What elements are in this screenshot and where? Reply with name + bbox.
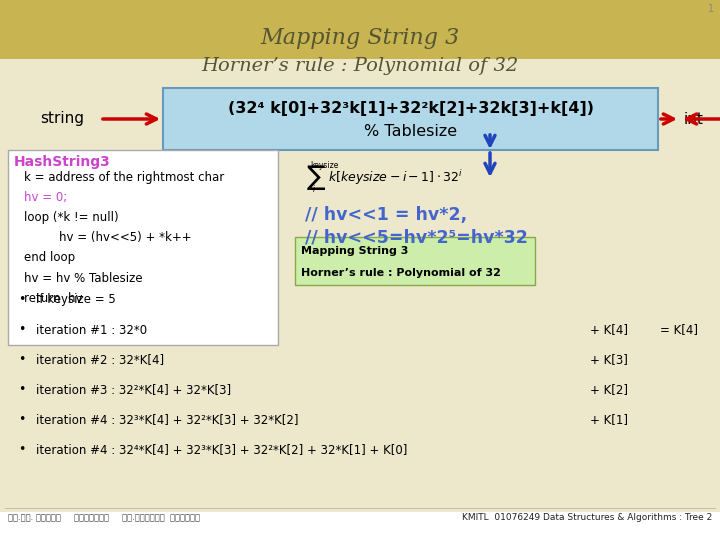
- Text: end loop: end loop: [24, 252, 75, 265]
- Text: if keysize = 5: if keysize = 5: [36, 294, 116, 307]
- Text: + K[4]: + K[4]: [590, 323, 628, 336]
- Text: string: string: [40, 111, 84, 126]
- Text: Horner’s rule : Polynomial of 32: Horner’s rule : Polynomial of 32: [202, 57, 518, 75]
- Text: // hv<<1 = hv*2,: // hv<<1 = hv*2,: [305, 206, 467, 224]
- Text: $k[keysize-i-1]\cdot 32^i$: $k[keysize-i-1]\cdot 32^i$: [328, 168, 463, 187]
- Text: iteration #3 : 32²*K[4] + 32*K[3]: iteration #3 : 32²*K[4] + 32*K[3]: [36, 383, 231, 396]
- Text: int: int: [684, 111, 704, 126]
- Bar: [8, 150, 278, 345]
- Text: •: •: [18, 323, 26, 336]
- Text: loop (*k != null): loop (*k != null): [24, 212, 119, 225]
- Text: Horner’s rule : Polynomial of 32: Horner’s rule : Polynomial of 32: [301, 268, 501, 278]
- Text: 1: 1: [708, 4, 714, 14]
- Text: iteration #4 : 32⁴*K[4] + 32³*K[3] + 32²*K[2] + 32*K[1] + K[0]: iteration #4 : 32⁴*K[4] + 32³*K[3] + 32²…: [36, 443, 408, 456]
- Text: •: •: [18, 354, 26, 367]
- Text: Mapping String 3: Mapping String 3: [301, 246, 408, 256]
- Text: iteration #4 : 32³*K[4] + 32²*K[3] + 32*K[2]: iteration #4 : 32³*K[4] + 32²*K[3] + 32*…: [36, 414, 299, 427]
- Text: •: •: [18, 294, 26, 307]
- Bar: [295, 237, 535, 285]
- Text: $i$: $i$: [312, 184, 316, 194]
- Bar: [0, 0, 720, 87]
- Text: % Tablesize: % Tablesize: [364, 125, 457, 139]
- Text: HashString3: HashString3: [14, 155, 111, 169]
- Text: $\sum$: $\sum$: [306, 164, 326, 192]
- Text: + K[3]: + K[3]: [590, 354, 628, 367]
- Bar: [0, 59, 720, 512]
- Text: (32⁴ k[0]+32³k[1]+32²k[2]+32k[3]+k[4]): (32⁴ k[0]+32³k[1]+32²k[2]+32k[3]+k[4]): [228, 100, 593, 116]
- Text: •: •: [18, 443, 26, 456]
- Text: return  hv: return hv: [24, 292, 83, 305]
- Bar: [163, 88, 658, 150]
- Text: // hv<<5=hv*2⁵=hv*32: // hv<<5=hv*2⁵=hv*32: [305, 228, 528, 246]
- Text: •: •: [18, 414, 26, 427]
- Text: hv = 0;: hv = 0;: [24, 192, 67, 205]
- Text: Mapping String 3: Mapping String 3: [261, 27, 459, 49]
- Text: hv = hv % Tablesize: hv = hv % Tablesize: [24, 272, 143, 285]
- Text: + K[2]: + K[2]: [590, 383, 628, 396]
- Text: = K[4]: = K[4]: [660, 323, 698, 336]
- Text: รศ.ดร. บุญธร     เดชอธาร     รศ.ภกฤดาน  คัมพรณ: รศ.ดร. บุญธร เดชอธาร รศ.ภกฤดาน คัมพรณ: [8, 514, 200, 523]
- Text: + K[1]: + K[1]: [590, 414, 628, 427]
- Text: keysize: keysize: [310, 160, 338, 170]
- Text: KMITL  01076249 Data Structures & Algorithms : Tree 2: KMITL 01076249 Data Structures & Algorit…: [462, 514, 712, 523]
- Text: iteration #1 : 32*0: iteration #1 : 32*0: [36, 323, 147, 336]
- Text: •: •: [18, 383, 26, 396]
- Text: hv = (hv<<5) + *k++: hv = (hv<<5) + *k++: [44, 232, 192, 245]
- Text: k = address of the rightmost char: k = address of the rightmost char: [24, 172, 224, 185]
- Text: iteration #2 : 32*K[4]: iteration #2 : 32*K[4]: [36, 354, 164, 367]
